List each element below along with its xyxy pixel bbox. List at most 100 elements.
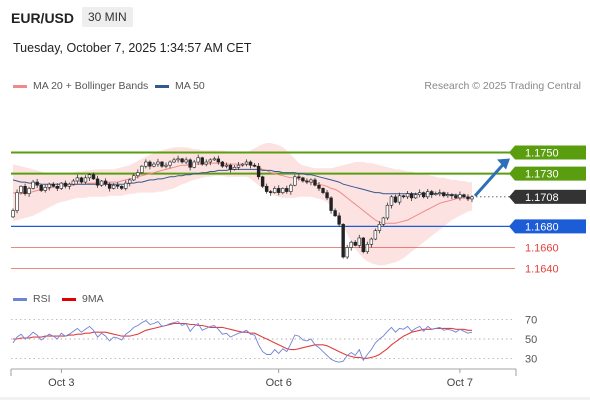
candle-up xyxy=(369,238,374,245)
candle-down xyxy=(228,164,233,170)
candle-down xyxy=(264,185,269,192)
candle-up xyxy=(434,193,438,196)
candle-up xyxy=(373,230,378,240)
candle-down xyxy=(148,161,152,167)
candle-up xyxy=(389,196,394,206)
candle-up xyxy=(156,161,160,165)
candle-down xyxy=(256,165,261,178)
candle-up xyxy=(345,247,349,258)
candle-up xyxy=(240,163,245,166)
candle-down xyxy=(103,180,108,185)
level-box-1.1750 xyxy=(515,145,586,160)
candle-up xyxy=(47,183,51,188)
rsi-swatch-icon xyxy=(13,297,27,301)
candle-up xyxy=(99,180,104,186)
candle-down xyxy=(180,158,184,163)
candle-down xyxy=(353,241,357,246)
timeframe-badge[interactable]: 30 MIN xyxy=(82,7,133,27)
rsi-tick-30: 30 xyxy=(525,353,537,365)
level-label-1.1640: 1.1640 xyxy=(525,264,559,276)
candle-down xyxy=(248,161,253,166)
x-tick-label-Oct-6: Oct 6 xyxy=(266,377,292,389)
level-label-1.1680: 1.1680 xyxy=(525,221,559,233)
candle-up xyxy=(59,182,64,189)
level-pointer-icon xyxy=(509,145,515,160)
rsi-tick-50: 50 xyxy=(525,334,537,346)
legend-ma9: 9MA xyxy=(62,293,104,305)
candle-down xyxy=(260,176,265,187)
candle-down xyxy=(55,185,59,189)
candle-down xyxy=(63,182,68,187)
candle-up xyxy=(124,182,128,189)
candle-down xyxy=(421,192,426,198)
candle-up xyxy=(357,237,361,246)
candle-down xyxy=(200,157,204,165)
candle-down xyxy=(313,179,317,186)
ma20-swatch-icon xyxy=(13,84,27,88)
candle-down xyxy=(79,177,84,183)
candle-down xyxy=(430,191,434,196)
candle-down xyxy=(462,194,466,198)
candle-down xyxy=(220,161,225,167)
candle-down xyxy=(401,195,406,198)
candle-up xyxy=(168,161,172,166)
candles xyxy=(11,154,474,260)
candle-down xyxy=(115,184,120,187)
candle-up xyxy=(128,179,132,184)
chart-header: EUR/USD 30 MIN Tuesday, October 7, 2025 … xyxy=(0,0,590,70)
candle-up xyxy=(293,176,297,186)
candle-down xyxy=(301,177,305,182)
candle-down xyxy=(107,183,112,189)
candle-down xyxy=(216,158,221,163)
candle-up xyxy=(11,210,15,218)
candle-up xyxy=(458,194,462,199)
candle-up xyxy=(405,193,410,198)
candle-up xyxy=(192,161,196,168)
credit-text: Research © 2025 Trading Central xyxy=(424,80,581,92)
candle-down xyxy=(305,180,309,183)
legend-ma20-label: MA 20 + Bollinger Bands xyxy=(33,80,149,92)
projection-arrow-head xyxy=(497,158,510,170)
candle-up xyxy=(67,183,72,187)
candle-down xyxy=(188,159,192,168)
candle-up xyxy=(413,194,418,199)
candle-down xyxy=(39,184,43,191)
candle-up xyxy=(232,166,237,170)
candle-up xyxy=(417,192,422,196)
candle-up xyxy=(224,164,229,167)
rsi-ma9-line xyxy=(13,322,472,359)
candle-up xyxy=(144,161,148,167)
candle-up xyxy=(140,165,144,173)
candle-down xyxy=(321,188,325,193)
timestamp: Tuesday, October 7, 2025 1:34:57 AM CET xyxy=(13,41,252,55)
candle-up xyxy=(204,161,208,165)
candle-up xyxy=(273,188,277,193)
candle-down xyxy=(285,188,289,192)
candle-up xyxy=(164,164,168,167)
candle-up xyxy=(136,172,140,177)
x-axis: Oct 3 Oct 6 Oct 7 xyxy=(10,368,517,389)
candle-down xyxy=(91,174,96,180)
candle-up xyxy=(426,191,430,198)
candle-up xyxy=(212,158,217,161)
candle-down xyxy=(120,185,124,189)
candle-up xyxy=(397,195,402,203)
candle-down xyxy=(160,161,164,167)
candle-up xyxy=(377,223,382,231)
candle-down xyxy=(450,194,454,197)
level-box-1.1730 xyxy=(515,166,586,181)
candle-up xyxy=(208,159,212,163)
x-tick-label-Oct-3: Oct 3 xyxy=(48,377,74,389)
candle-down xyxy=(337,215,341,225)
candle-up xyxy=(381,217,386,225)
instrument-title: EUR/USD xyxy=(11,10,75,26)
candle-up xyxy=(43,187,47,191)
candle-up xyxy=(438,192,442,194)
candle-down xyxy=(361,237,365,253)
candle-up xyxy=(176,158,180,161)
level-pointer-icon xyxy=(509,166,515,181)
candle-up xyxy=(111,184,116,189)
candle-down xyxy=(393,196,398,203)
rsi-panel: 70 50 30 xyxy=(11,315,537,365)
